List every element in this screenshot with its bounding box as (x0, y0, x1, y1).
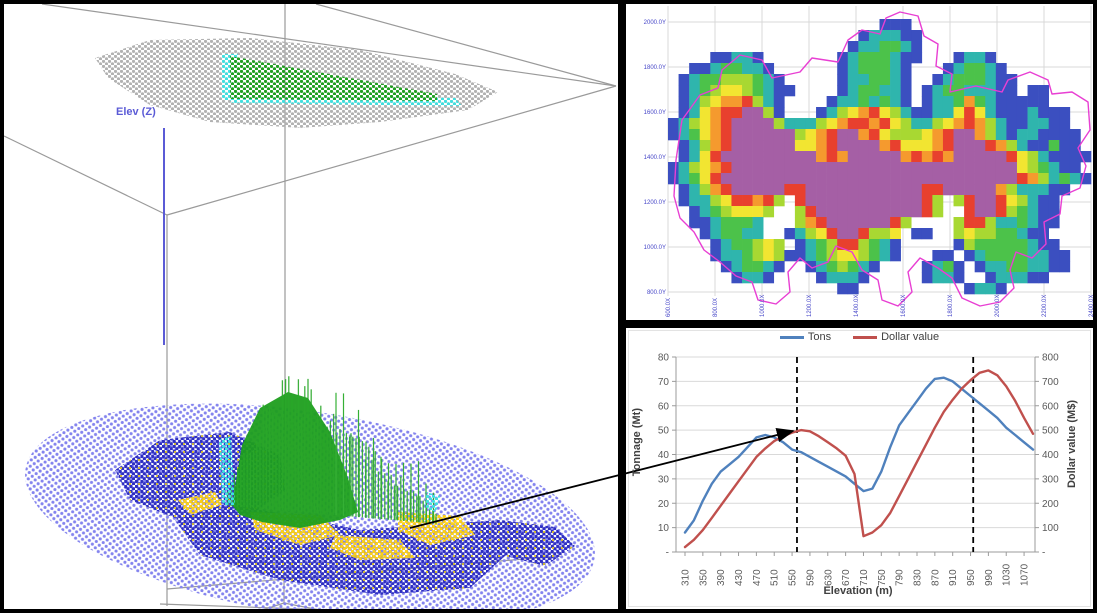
x-tick-label: 950 (966, 569, 977, 586)
left-axis-title: Tonnage (Mt) (631, 408, 643, 477)
left-tick-label: 80 (658, 353, 670, 364)
chart-border (628, 330, 1091, 607)
legend-item-tons: Tons (779, 331, 832, 343)
right-tick-label: - (1042, 548, 1045, 559)
x-tick-label: 510 (770, 569, 781, 586)
x-tick-label: 1070 (1020, 563, 1031, 586)
x-tick-label: 350 (698, 569, 709, 586)
x-axis-tick-label: 2200.0X (1042, 295, 1048, 317)
right-tick-label: 700 (1042, 377, 1059, 388)
dollar-line-swatch (853, 335, 878, 339)
x-axis-tick-label: 2000.0X (995, 295, 1001, 317)
x-tick-label: 870 (930, 569, 941, 586)
x-axis-tick-label: 1600.0X (901, 295, 907, 317)
grade-map-plot: 2000.0Y 1800.0Y 1600.0Y 1400.0Y 1200.0Y 1000.… (644, 6, 1093, 317)
grade-map-axis-labels: 2000.0Y 1800.0Y 1600.0Y 1400.0Y 1200.0Y 1000.… (644, 20, 1093, 317)
x-tick-label: 630 (823, 569, 834, 586)
x-tick-label: 790 (895, 569, 906, 586)
x-tick-label: 830 (913, 569, 924, 586)
x-tick-label: 390 (716, 569, 727, 586)
elev-z-axis-label: Elev (Z) (116, 106, 156, 118)
legend-label-tons: Tons (807, 331, 832, 343)
x-tick-label: 750 (877, 569, 888, 586)
x-axis-tick-label: 800.0X (713, 298, 719, 317)
right-tick-label: 600 (1042, 401, 1059, 412)
x-tick-label: 310 (681, 569, 692, 586)
y-axis-tick-label: 1800.0Y (644, 65, 666, 71)
right-tick-label: 300 (1042, 474, 1059, 485)
x-axis-title: Elevation (m) (823, 585, 893, 597)
legend-label-dollar: Dollar value (881, 331, 940, 343)
left-tick-label: 60 (658, 401, 670, 412)
right-tick-label: 100 (1042, 523, 1059, 534)
x-tick-label: 470 (752, 569, 763, 586)
x-tick-label: 430 (734, 569, 745, 586)
right-tick-label: 500 (1042, 426, 1059, 437)
x-tick-label: 550 (788, 569, 799, 586)
y-axis-tick-label: 2000.0Y (644, 20, 666, 26)
x-axis-tick-label: 600.0X (666, 298, 672, 317)
x-tick-label: 990 (984, 569, 995, 586)
tons-line-swatch (779, 335, 804, 339)
x-tick-label: 670 (841, 569, 852, 586)
panel-grade-map[interactable]: 2000.0Y 1800.0Y 1600.0Y 1400.0Y 1200.0Y 1000.… (626, 4, 1093, 320)
x-axis-tick-label: 2400.0X (1089, 295, 1093, 317)
y-axis-tick-label: 1200.0Y (644, 200, 666, 206)
x-tick-label: 910 (948, 569, 959, 586)
x-axis-tick-label: 1000.0X (760, 295, 766, 317)
left-tick-label: - (666, 548, 669, 559)
y-axis-tick-label: 1400.0Y (644, 155, 666, 161)
panel-3d-block-model[interactable] (4, 4, 618, 609)
right-tick-label: 200 (1042, 499, 1059, 510)
x-axis-tick-label: 1800.0X (948, 295, 954, 317)
right-tick-label: 800 (1042, 353, 1059, 364)
right-tick-label: 400 (1042, 450, 1059, 461)
chart-legend: Tons Dollar value (626, 331, 1093, 343)
right-axis-title: Dollar value (M$) (1066, 400, 1078, 489)
x-tick-label: 1030 (1002, 563, 1013, 586)
legend-item-dollar: Dollar value (853, 331, 939, 343)
y-axis-tick-label: 1600.0Y (644, 110, 666, 116)
x-axis-tick-label: 1200.0X (807, 295, 813, 317)
left-tick-label: 70 (658, 377, 670, 388)
y-axis-tick-label: 800.0Y (647, 290, 666, 296)
grade-cells (668, 19, 1092, 295)
panel-tonnage-chart[interactable]: 80 70 60 50 40 30 20 10-800 700 600 500 400 300 200 10… (626, 328, 1093, 609)
y-axis-tick-label: 1000.0Y (644, 245, 666, 251)
x-tick-label: 710 (859, 569, 870, 586)
x-axis-tick-label: 1400.0X (854, 295, 860, 317)
pit-outline-contour (673, 11, 1091, 307)
x-tick-label: 590 (805, 569, 816, 586)
